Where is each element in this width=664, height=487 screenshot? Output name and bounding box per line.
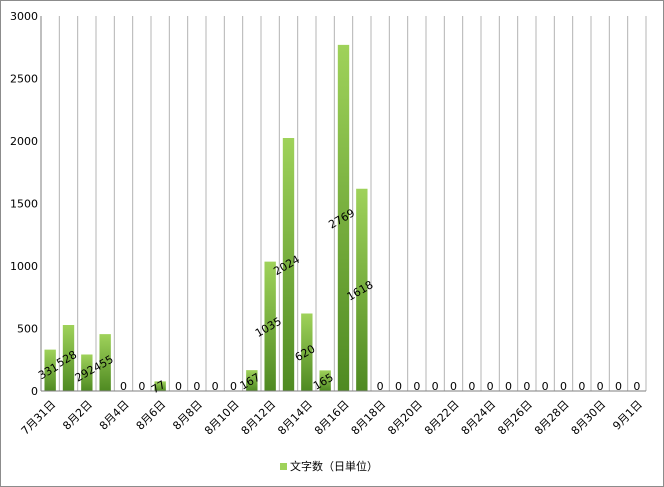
- bar: [264, 261, 276, 391]
- data-label: 0: [175, 380, 182, 393]
- x-tick-label: 8月8日: [170, 398, 205, 433]
- y-tick-label: 2500: [10, 73, 38, 86]
- x-tick-label: 8月6日: [134, 398, 169, 433]
- x-tick-label: 8月20日: [385, 398, 425, 438]
- x-tick-label: 8月2日: [60, 398, 95, 433]
- data-label: 0: [487, 380, 494, 393]
- x-tick-label: 8月16日: [312, 398, 352, 438]
- data-label: 0: [468, 380, 475, 393]
- bar: [154, 381, 166, 391]
- data-label: 0: [395, 380, 402, 393]
- bar: [44, 349, 56, 391]
- data-label: 0: [413, 380, 420, 393]
- x-tick-label: 8月26日: [495, 398, 535, 438]
- data-label: 0: [432, 380, 439, 393]
- data-label: 0: [377, 380, 384, 393]
- bar: [81, 354, 93, 391]
- x-tick-label: 8月22日: [422, 398, 462, 438]
- x-tick-label: 8月24日: [459, 398, 499, 438]
- data-label: 0: [597, 380, 604, 393]
- legend-swatch: [280, 462, 287, 470]
- bar: [356, 188, 368, 391]
- data-label: 0: [230, 380, 237, 393]
- data-label: 0: [120, 380, 127, 393]
- y-tick-label: 1500: [10, 198, 38, 211]
- data-label: 0: [560, 380, 567, 393]
- gridlines: [58, 16, 647, 391]
- data-label: 0: [578, 380, 585, 393]
- bar: [319, 370, 331, 391]
- bars: [44, 44, 368, 391]
- bar: [301, 313, 313, 391]
- x-tick-label: 9月1日: [610, 398, 645, 433]
- bar: [282, 138, 295, 391]
- x-tick-label: 8月28日: [532, 398, 572, 438]
- data-label: 0: [542, 380, 549, 393]
- x-tick-label: 8月12日: [239, 398, 279, 438]
- data-label: 0: [523, 380, 530, 393]
- data-label: 0: [450, 380, 457, 393]
- y-tick-label: 2000: [10, 135, 38, 148]
- bar: [99, 334, 111, 391]
- data-label: 0: [193, 380, 200, 393]
- x-tick-label: 8月30日: [569, 398, 609, 438]
- x-tick-label: 8月14日: [275, 398, 315, 438]
- data-label: 0: [212, 380, 219, 393]
- data-label: 0: [615, 380, 622, 393]
- y-tick-label: 3000: [10, 10, 38, 23]
- legend: 文字数（日単位）: [280, 459, 378, 473]
- bar: [337, 44, 350, 391]
- y-tick-label: 1000: [10, 260, 38, 273]
- y-tick-label: 0: [31, 385, 38, 398]
- legend-label: 文字数（日単位）: [290, 460, 378, 473]
- x-tick-label: 7月31日: [19, 398, 59, 438]
- bar: [62, 325, 75, 391]
- data-label: 77: [149, 378, 168, 396]
- data-label: 0: [138, 380, 145, 393]
- x-tick-label: 8月4日: [97, 398, 132, 433]
- data-label: 0: [505, 380, 512, 393]
- x-tick-label: 8月10日: [202, 398, 242, 438]
- y-tick-label: 500: [17, 323, 38, 336]
- bar: [246, 370, 258, 391]
- data-label: 0: [633, 380, 640, 393]
- x-tick-label: 8月18日: [349, 398, 389, 438]
